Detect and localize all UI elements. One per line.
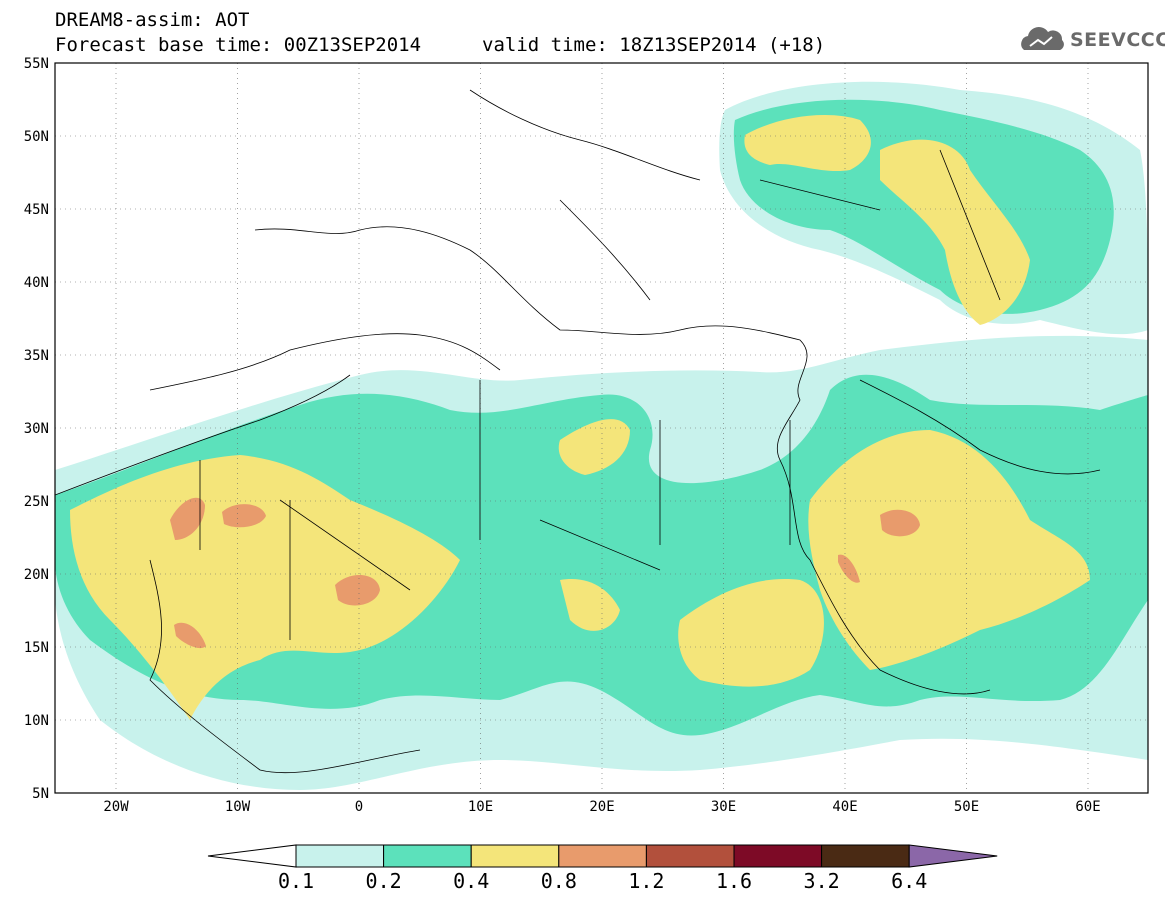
coastlines — [55, 89, 1101, 774]
seevccc-logo: SEEVCCC — [1018, 24, 1165, 58]
lat-label: 5N — [32, 786, 49, 802]
aot-band-yellow-west — [70, 455, 460, 720]
colorbar-label: 1.2 — [628, 869, 664, 893]
lon-label: 30E — [711, 799, 736, 815]
aot-shading — [55, 81, 1148, 790]
lon-label: 10W — [225, 799, 251, 815]
lon-label: 20W — [103, 799, 129, 815]
lat-label: 15N — [24, 640, 49, 656]
colorbar — [207, 844, 998, 868]
colorbar-segment — [733, 844, 823, 868]
colorbar-segment — [558, 844, 647, 868]
lat-label: 45N — [24, 202, 49, 218]
longitude-labels: 20W 10W 0 10E 20E 30E 40E 50E 60E — [103, 799, 1100, 815]
logo-text: SEEVCCC — [1070, 29, 1165, 51]
colorbar-segment — [645, 844, 735, 868]
cloud-icon — [1021, 27, 1064, 50]
lat-label: 35N — [24, 348, 49, 364]
aot-band-high-2 — [222, 504, 266, 528]
colorbar-segment — [295, 844, 385, 868]
aot-band-high-4 — [174, 622, 206, 649]
aot-band-high-6 — [838, 554, 860, 583]
aot-band-high-3 — [335, 574, 380, 606]
lat-label: 10N — [24, 713, 49, 729]
lon-label: 10E — [468, 799, 493, 815]
map-title: DREAM8-assim: AOT — [55, 9, 250, 31]
map-gridlines — [55, 63, 1148, 793]
latitude-labels: 55N 50N 45N 40N 35N 30N 25N 20N 15N 10N 5N — [24, 56, 49, 802]
valid-time: valid time: 18Z13SEP2014 (+18) — [482, 34, 826, 56]
aot-band-yellow-caspian — [880, 139, 1030, 325]
lat-label: 55N — [24, 56, 49, 72]
aot-band-high-5 — [880, 509, 920, 537]
colorbar-label: 0.2 — [366, 869, 402, 893]
colorbar-segment — [821, 844, 910, 868]
forecast-base-time: Forecast base time: 00Z13SEP2014 — [55, 34, 422, 56]
aot-band-high-1 — [170, 497, 205, 540]
lat-label: 50N — [24, 129, 49, 145]
aot-band-yellow-sudan — [678, 579, 824, 687]
colorbar-segment — [470, 844, 560, 868]
aot-band-yellow-east — [744, 115, 871, 172]
lon-label: 50E — [954, 799, 979, 815]
colorbar-label: 6.4 — [891, 869, 927, 893]
aot-band-yellow-libya — [558, 419, 630, 475]
lon-label: 0 — [355, 799, 363, 815]
colorbar-low-arrow — [207, 844, 297, 868]
colorbar-labels: 0.1 0.2 0.4 0.8 1.2 1.6 3.2 6.4 — [278, 869, 927, 893]
lat-label: 20N — [24, 567, 49, 583]
colorbar-high-arrow — [908, 844, 998, 868]
aot-band-yellow-arabia — [808, 430, 1090, 670]
colorbar-label: 3.2 — [804, 869, 840, 893]
aot-band-yellow-central — [560, 579, 620, 631]
lon-label: 60E — [1075, 799, 1100, 815]
lat-label: 40N — [24, 275, 49, 291]
lat-label: 30N — [24, 421, 49, 437]
map-frame — [54, 62, 1149, 794]
lat-label: 25N — [24, 494, 49, 510]
colorbar-label: 1.6 — [716, 869, 752, 893]
lon-label: 40E — [832, 799, 857, 815]
colorbar-segment — [383, 844, 472, 868]
colorbar-label: 0.8 — [541, 869, 577, 893]
colorbar-label: 0.4 — [453, 869, 489, 893]
lon-label: 20E — [589, 799, 614, 815]
colorbar-label: 0.1 — [278, 869, 314, 893]
